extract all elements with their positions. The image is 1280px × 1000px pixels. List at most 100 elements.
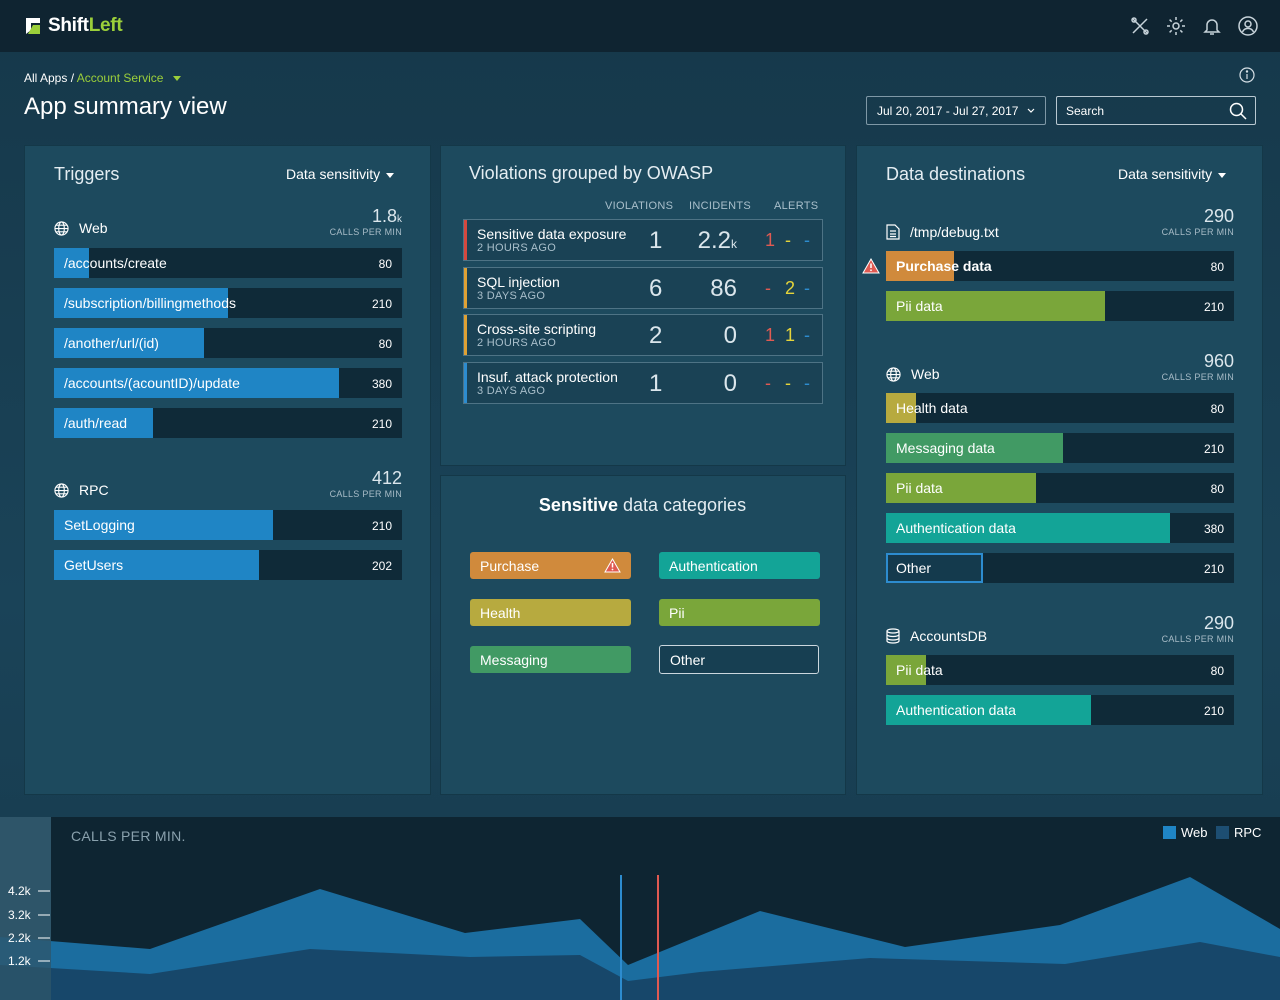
calls-area-plot bbox=[0, 817, 1280, 1000]
bar-label: Authentication data bbox=[896, 702, 1016, 718]
legend-rpc[interactable]: RPC bbox=[1216, 825, 1261, 840]
category-chip-other[interactable]: Other bbox=[659, 645, 819, 674]
category-chip-health[interactable]: Health bbox=[470, 599, 631, 626]
owasp-row-time: 3 DAYS AGO bbox=[477, 290, 546, 302]
chevron-down-icon[interactable] bbox=[172, 76, 181, 82]
bar-fill bbox=[886, 393, 916, 423]
user-account-icon[interactable] bbox=[1238, 16, 1258, 36]
owasp-row-title: Cross-site scripting bbox=[477, 321, 597, 337]
top-navbar: Shift Left bbox=[0, 0, 1280, 52]
bar-label: Health data bbox=[896, 400, 968, 416]
bar-value: 210 bbox=[371, 417, 392, 431]
brand-logo[interactable]: Shift Left bbox=[24, 15, 123, 37]
bar-row[interactable]: Authentication data 380 bbox=[886, 513, 1234, 543]
incidents-count: 0 bbox=[724, 322, 737, 350]
bar-row[interactable]: Pii data 80 bbox=[886, 473, 1234, 503]
alert-warning: 2 bbox=[785, 278, 796, 298]
group-label: /tmp/debug.txt bbox=[910, 224, 999, 240]
alert-info: - bbox=[804, 278, 810, 298]
bar-row[interactable]: Pii data 80 bbox=[886, 655, 1234, 685]
triggers-title: Triggers bbox=[54, 164, 120, 184]
severity-stripe bbox=[464, 220, 467, 260]
bar-row[interactable]: /accounts/(acountID)/update 380 bbox=[54, 368, 402, 398]
owasp-row[interactable]: SQL injection 3 DAYS AGO 6 86 -2- bbox=[463, 267, 823, 309]
alert-critical: - bbox=[765, 373, 771, 393]
legend-swatch bbox=[1163, 826, 1176, 839]
bar-row[interactable]: /accounts/create 80 bbox=[54, 248, 402, 278]
bar-label: /auth/read bbox=[64, 415, 128, 431]
categories-title: Sensitive data categories bbox=[440, 495, 845, 516]
bar-label: SetLogging bbox=[64, 517, 135, 533]
bar-label: Messaging data bbox=[896, 440, 995, 456]
category-chip-messaging[interactable]: Messaging bbox=[470, 646, 631, 673]
bar-row[interactable]: /another/url/(id) 80 bbox=[54, 328, 402, 358]
search-input[interactable] bbox=[1066, 103, 1229, 118]
category-chip-authentication[interactable]: Authentication bbox=[659, 552, 820, 579]
legend-label: Web bbox=[1181, 825, 1208, 840]
owasp-row-time: 2 HOURS AGO bbox=[477, 337, 557, 349]
violations-count: 1 bbox=[649, 227, 663, 254]
bar-fill bbox=[54, 328, 204, 358]
triggers-sensitivity-dropdown[interactable]: Data sensitivity bbox=[286, 166, 395, 182]
breadcrumb-current[interactable]: Account Service bbox=[76, 71, 164, 85]
bar-row[interactable]: /auth/read 210 bbox=[54, 408, 402, 438]
dropdown-label: Data sensitivity bbox=[1118, 166, 1213, 182]
y-tick: 3.2k bbox=[8, 908, 31, 922]
file-icon bbox=[886, 224, 900, 240]
bar-row[interactable]: Health data 80 bbox=[886, 393, 1234, 423]
bar-value: 210 bbox=[1203, 562, 1224, 576]
owasp-row-title: Sensitive data exposure bbox=[477, 226, 627, 242]
bar-row[interactable]: Authentication data 210 bbox=[886, 695, 1234, 725]
brand-name-left: Left bbox=[88, 15, 123, 36]
bell-icon[interactable] bbox=[1202, 16, 1222, 36]
bar-value: 80 bbox=[378, 257, 392, 271]
info-icon[interactable] bbox=[1239, 67, 1255, 83]
incidents-count: 86 bbox=[710, 275, 737, 303]
bar-row[interactable]: GetUsers 202 bbox=[54, 550, 402, 580]
owasp-title: Violations grouped by OWASP bbox=[469, 163, 714, 183]
owasp-row[interactable]: Insuf. attack protection 3 DAYS AGO 1 0- - - bbox=[463, 362, 823, 404]
dest-web-stat: 960 CALLS PER MIN bbox=[1162, 351, 1234, 382]
date-range-picker[interactable]: Jul 20, 2017 - Jul 27, 2017 bbox=[866, 96, 1046, 125]
warning-icon[interactable] bbox=[862, 258, 880, 274]
destinations-sensitivity-dropdown[interactable]: Data sensitivity bbox=[1118, 166, 1227, 182]
bar-label: GetUsers bbox=[64, 557, 124, 573]
category-chip-purchase[interactable]: Purchase bbox=[470, 552, 631, 579]
breadcrumb-root[interactable]: All Apps / bbox=[24, 71, 75, 85]
bar-value: 80 bbox=[1210, 260, 1224, 274]
gear-icon[interactable] bbox=[1166, 16, 1186, 36]
bar-label: Authentication data bbox=[896, 520, 1016, 536]
bar-row[interactable]: Purchase data 80 bbox=[886, 251, 1234, 281]
caret-down-icon bbox=[386, 172, 395, 178]
alerts-header: ALERTS bbox=[774, 200, 819, 212]
bar-value: 210 bbox=[1203, 300, 1224, 314]
bar-label: Pii data bbox=[896, 480, 943, 496]
category-chip-pii[interactable]: Pii bbox=[659, 599, 820, 626]
bar-row[interactable]: Messaging data 210 bbox=[886, 433, 1234, 463]
chip-label: Other bbox=[670, 652, 706, 668]
alert-warning: - bbox=[785, 373, 791, 393]
severity-stripe bbox=[464, 315, 467, 355]
search-icon[interactable] bbox=[1229, 102, 1247, 120]
bar-fill bbox=[886, 695, 1092, 725]
bar-row[interactable]: SetLogging 210 bbox=[54, 510, 402, 540]
bar-row[interactable]: Other 210 bbox=[886, 553, 1234, 583]
y-tick: 2.2k bbox=[8, 931, 31, 945]
bar-fill bbox=[54, 408, 154, 438]
legend-web[interactable]: Web bbox=[1163, 825, 1208, 840]
bar-fill bbox=[886, 251, 954, 281]
owasp-row[interactable]: Sensitive data exposure 2 HOURS AGO 1 2.2k 1… bbox=[463, 219, 823, 261]
group-label: Web bbox=[911, 366, 940, 382]
bar-row[interactable]: Pii data 210 bbox=[886, 291, 1234, 321]
owasp-row[interactable]: Cross-site scripting 2 HOURS AGO 2 0 1 1- bbox=[463, 314, 823, 356]
tools-icon[interactable] bbox=[1130, 16, 1150, 36]
caret-down-icon bbox=[1218, 172, 1227, 178]
bar-label: Pii data bbox=[896, 662, 943, 678]
alert-warning: - bbox=[785, 230, 791, 250]
bar-row[interactable]: /subscription/billingmethods 210 bbox=[54, 288, 402, 318]
database-icon bbox=[886, 628, 900, 644]
incidents-count: 0 bbox=[724, 370, 737, 398]
categories-panel bbox=[440, 475, 846, 795]
stat-value: 290 bbox=[1203, 613, 1234, 633]
stat-label: CALLS PER MIN bbox=[329, 227, 402, 237]
